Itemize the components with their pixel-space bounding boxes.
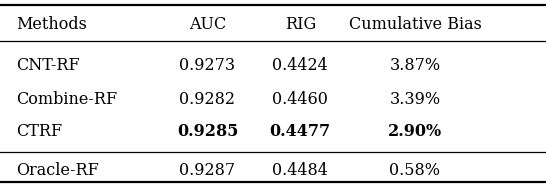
- Text: 0.4484: 0.4484: [272, 162, 328, 179]
- Text: Combine-RF: Combine-RF: [16, 91, 117, 108]
- Text: 0.9282: 0.9282: [180, 91, 235, 108]
- Text: 0.9287: 0.9287: [180, 162, 235, 179]
- Text: 0.4460: 0.4460: [272, 91, 328, 108]
- Text: AUC: AUC: [189, 16, 226, 33]
- Text: 3.39%: 3.39%: [389, 91, 441, 108]
- Text: 0.4477: 0.4477: [270, 123, 331, 140]
- Text: 3.87%: 3.87%: [389, 57, 441, 74]
- Text: Cumulative Bias: Cumulative Bias: [348, 16, 482, 33]
- Text: Methods: Methods: [16, 16, 87, 33]
- Text: CNT-RF: CNT-RF: [16, 57, 80, 74]
- Text: 2.90%: 2.90%: [388, 123, 442, 140]
- Text: 0.9285: 0.9285: [177, 123, 238, 140]
- Text: Oracle-RF: Oracle-RF: [16, 162, 99, 179]
- Text: 0.9273: 0.9273: [180, 57, 235, 74]
- Text: 0.58%: 0.58%: [389, 162, 441, 179]
- Text: RIG: RIG: [284, 16, 316, 33]
- Text: CTRF: CTRF: [16, 123, 62, 140]
- Text: 0.4424: 0.4424: [272, 57, 328, 74]
